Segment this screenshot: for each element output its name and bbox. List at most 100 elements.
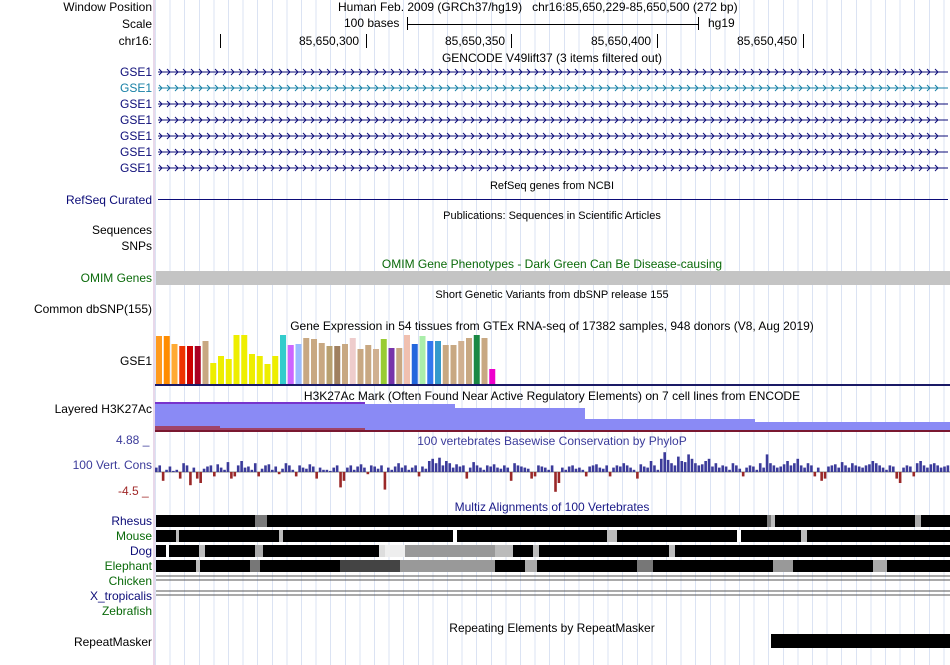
phylop-bar	[489, 466, 492, 472]
phylop-bar	[704, 461, 707, 472]
omim-feature-bar[interactable]	[156, 271, 950, 285]
alignment-block	[199, 545, 205, 557]
phylop-bar	[595, 464, 598, 472]
window-position-value: Human Feb. 2009 (GRCh37/hg19) chr16:85,6…	[338, 0, 738, 14]
phylop-bar	[868, 464, 871, 472]
phylop-wiggle[interactable]	[155, 446, 950, 498]
phylop-bar	[281, 468, 284, 472]
phylop-bar	[352, 469, 356, 472]
alignment-block	[741, 530, 801, 542]
repeatmasker-element[interactable]	[771, 634, 950, 648]
alignment-block	[775, 515, 915, 527]
phylop-bar	[922, 465, 926, 472]
phylop-bar	[605, 465, 608, 472]
gtex-tissue-bar	[342, 344, 348, 384]
phylop-bar	[264, 465, 267, 472]
refseq-track-label[interactable]: RefSeq Curated	[65, 193, 152, 207]
snps-track-label[interactable]: SNPs	[121, 239, 152, 253]
phylop-bar	[301, 467, 305, 472]
multiz-species-x-tropicalis[interactable]: X_tropicalis	[89, 589, 152, 603]
gencode-item-label[interactable]: GSE1	[119, 129, 152, 143]
phylop-bar	[325, 469, 329, 472]
phylop-bar	[335, 465, 339, 472]
phylop-bar	[383, 472, 387, 490]
multiz-species-elephant[interactable]: Elephant	[104, 559, 152, 573]
phylop-track-title: 100 vertebrates Basewise Conservation by…	[417, 434, 687, 448]
phylop-bar	[724, 466, 728, 472]
gencode-transcript	[158, 116, 948, 124]
phylop-bar	[728, 469, 731, 472]
alignment-block	[453, 530, 457, 542]
gtex-bar-chart[interactable]	[155, 334, 950, 386]
phylop-bar	[874, 463, 878, 472]
h3k27ac-signal[interactable]	[155, 398, 950, 432]
phylop-bar	[250, 469, 254, 472]
phylop-bar	[533, 472, 537, 477]
phylop-bar	[663, 452, 667, 472]
gtex-tissue-bar	[163, 336, 170, 384]
strand-chevrons	[158, 132, 939, 140]
alignment-block	[176, 530, 179, 542]
phylop-bar	[455, 464, 458, 472]
h3k27ac-signal-area	[155, 403, 950, 432]
gencode-item-label[interactable]: GSE1	[119, 113, 152, 127]
alignment-block	[675, 545, 950, 557]
alignment-block	[915, 515, 921, 527]
phylop-bar	[168, 466, 172, 472]
multiz-alignments[interactable]	[155, 514, 950, 604]
gtex-tissue-bar	[287, 345, 294, 384]
phylop-bar	[414, 465, 417, 472]
multiz-species-chicken[interactable]: Chicken	[108, 574, 152, 588]
phylop-bar	[939, 467, 943, 472]
phylop-bar	[683, 462, 687, 472]
multiz-species-rhesus[interactable]: Rhesus	[111, 514, 152, 528]
phylop-bar	[820, 472, 823, 481]
phylop-bar	[772, 465, 776, 472]
multiz-species-dog[interactable]: Dog	[129, 544, 152, 558]
phylop-bar	[271, 469, 274, 472]
phylop-bar	[407, 469, 411, 472]
phylop-track-label[interactable]: 100 Vert. Cons	[72, 458, 152, 472]
gencode-item-label[interactable]: GSE1	[119, 161, 152, 175]
alignment-block	[179, 530, 279, 542]
phylop-bar	[636, 472, 639, 479]
gtex-tissue-bar	[396, 348, 403, 384]
alignment-block	[255, 545, 263, 557]
phylop-bar	[561, 467, 564, 472]
gtex-tissue-bar	[481, 338, 488, 384]
gencode-item-label[interactable]: GSE1	[119, 65, 152, 79]
phylop-bar	[612, 467, 615, 472]
image-left-border	[153, 0, 155, 665]
omim-track-label[interactable]: OMIM Genes	[80, 271, 152, 285]
phylop-bar	[185, 465, 189, 472]
alignment-block	[495, 545, 513, 557]
scale-bar	[407, 24, 698, 25]
gtex-tissue-bar	[450, 345, 457, 384]
gtex-tissue-bar	[373, 349, 379, 384]
chrom-label: chr16:	[118, 34, 152, 48]
phylop-bar	[202, 468, 206, 472]
strand-chevrons	[158, 68, 939, 76]
phylop-bar	[578, 467, 581, 472]
phylop-bar	[564, 469, 568, 472]
gencode-item-label[interactable]: GSE1	[119, 81, 152, 95]
multiz-species-zebrafish[interactable]: Zebrafish	[101, 604, 152, 618]
phylop-bar	[410, 467, 414, 472]
phylop-bar	[431, 458, 434, 472]
gencode-transcripts[interactable]	[155, 65, 950, 177]
gencode-item-label[interactable]: GSE1	[119, 97, 152, 111]
phylop-bar	[687, 454, 690, 472]
repeatmasker-track-label[interactable]: RepeatMasker	[73, 635, 152, 649]
dbsnp-track-label[interactable]: Common dbSNP(155)	[33, 302, 152, 316]
sequences-track-label[interactable]: Sequences	[91, 223, 152, 237]
alignment-block	[807, 530, 950, 542]
refseq-gene-line[interactable]	[158, 199, 948, 200]
phylop-bar	[629, 467, 632, 472]
multiz-species-mouse[interactable]: Mouse	[115, 529, 152, 543]
scale-assembly: hg19	[708, 16, 735, 30]
gencode-item-label[interactable]: GSE1	[119, 145, 152, 159]
gtex-track-label[interactable]: GSE1	[119, 354, 152, 368]
h3k27ac-track-label[interactable]: Layered H3K27Ac	[54, 402, 152, 416]
alignment-block	[887, 560, 950, 572]
gtex-tissue-bar	[473, 335, 480, 384]
